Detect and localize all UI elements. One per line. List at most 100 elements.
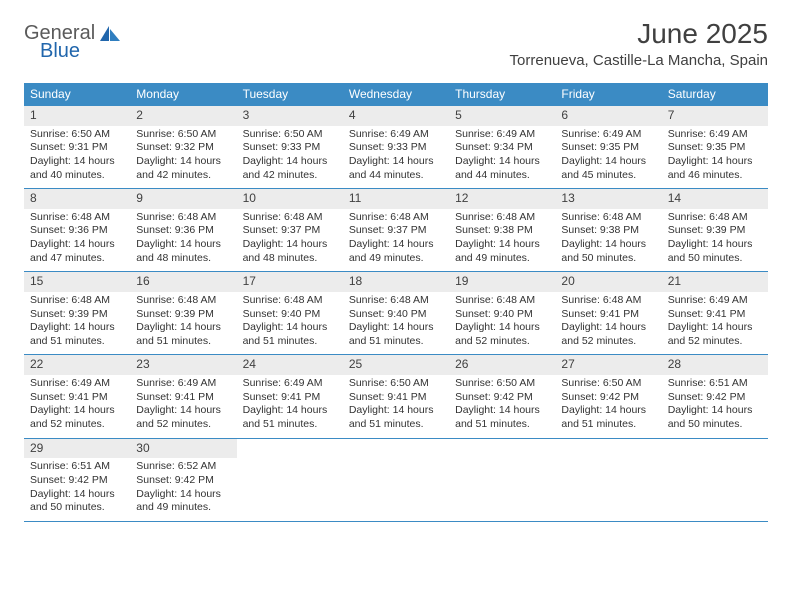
day-body: Sunrise: 6:50 AMSunset: 9:42 PMDaylight:… <box>449 375 555 438</box>
day-number: 23 <box>130 355 236 375</box>
day-line-d2: and 52 minutes. <box>136 418 230 432</box>
day-body: Sunrise: 6:49 AMSunset: 9:33 PMDaylight:… <box>343 126 449 189</box>
day-number: 17 <box>237 272 343 292</box>
day-cell: 4Sunrise: 6:49 AMSunset: 9:33 PMDaylight… <box>343 106 449 189</box>
day-cell: 28Sunrise: 6:51 AMSunset: 9:42 PMDayligh… <box>662 355 768 438</box>
day-body: Sunrise: 6:48 AMSunset: 9:41 PMDaylight:… <box>555 292 661 355</box>
dow-sun: Sunday <box>24 83 130 106</box>
day-cell <box>343 438 449 521</box>
day-line-sr: Sunrise: 6:49 AM <box>561 128 655 142</box>
day-number: 6 <box>555 106 661 126</box>
day-line-d1: Daylight: 14 hours <box>455 404 549 418</box>
week-row: 15Sunrise: 6:48 AMSunset: 9:39 PMDayligh… <box>24 272 768 355</box>
calendar-table: Sunday Monday Tuesday Wednesday Thursday… <box>24 83 768 522</box>
day-line-d1: Daylight: 14 hours <box>136 155 230 169</box>
day-cell: 5Sunrise: 6:49 AMSunset: 9:34 PMDaylight… <box>449 106 555 189</box>
day-line-sr: Sunrise: 6:50 AM <box>455 377 549 391</box>
day-line-d2: and 44 minutes. <box>349 169 443 183</box>
day-line-sr: Sunrise: 6:49 AM <box>349 128 443 142</box>
day-cell: 12Sunrise: 6:48 AMSunset: 9:38 PMDayligh… <box>449 189 555 272</box>
day-line-d2: and 50 minutes. <box>561 252 655 266</box>
day-line-d1: Daylight: 14 hours <box>136 321 230 335</box>
day-line-ss: Sunset: 9:36 PM <box>136 224 230 238</box>
day-line-d2: and 45 minutes. <box>561 169 655 183</box>
day-line-d1: Daylight: 14 hours <box>349 321 443 335</box>
day-line-sr: Sunrise: 6:48 AM <box>136 294 230 308</box>
day-line-sr: Sunrise: 6:50 AM <box>561 377 655 391</box>
day-line-d1: Daylight: 14 hours <box>668 321 762 335</box>
day-line-d2: and 46 minutes. <box>668 169 762 183</box>
day-line-sr: Sunrise: 6:49 AM <box>668 294 762 308</box>
day-number: 15 <box>24 272 130 292</box>
day-line-sr: Sunrise: 6:51 AM <box>30 460 124 474</box>
day-number: 10 <box>237 189 343 209</box>
day-body: Sunrise: 6:49 AMSunset: 9:34 PMDaylight:… <box>449 126 555 189</box>
day-number: 13 <box>555 189 661 209</box>
day-number: 9 <box>130 189 236 209</box>
day-line-sr: Sunrise: 6:48 AM <box>455 294 549 308</box>
day-line-ss: Sunset: 9:41 PM <box>561 308 655 322</box>
day-line-ss: Sunset: 9:42 PM <box>136 474 230 488</box>
day-line-ss: Sunset: 9:32 PM <box>136 141 230 155</box>
day-cell: 19Sunrise: 6:48 AMSunset: 9:40 PMDayligh… <box>449 272 555 355</box>
day-line-d2: and 51 minutes. <box>136 335 230 349</box>
day-line-d1: Daylight: 14 hours <box>136 488 230 502</box>
day-cell: 7Sunrise: 6:49 AMSunset: 9:35 PMDaylight… <box>662 106 768 189</box>
day-line-d2: and 44 minutes. <box>455 169 549 183</box>
day-line-d2: and 50 minutes. <box>668 418 762 432</box>
day-line-sr: Sunrise: 6:48 AM <box>349 294 443 308</box>
day-number: 14 <box>662 189 768 209</box>
day-cell: 21Sunrise: 6:49 AMSunset: 9:41 PMDayligh… <box>662 272 768 355</box>
day-line-d1: Daylight: 14 hours <box>243 155 337 169</box>
day-number: 30 <box>130 439 236 459</box>
day-body: Sunrise: 6:48 AMSunset: 9:37 PMDaylight:… <box>343 209 449 272</box>
day-cell: 9Sunrise: 6:48 AMSunset: 9:36 PMDaylight… <box>130 189 236 272</box>
day-line-d1: Daylight: 14 hours <box>243 404 337 418</box>
day-line-ss: Sunset: 9:35 PM <box>668 141 762 155</box>
day-line-d2: and 49 minutes. <box>455 252 549 266</box>
logo-text-blue: Blue <box>40 40 80 63</box>
day-body: Sunrise: 6:48 AMSunset: 9:39 PMDaylight:… <box>24 292 130 355</box>
day-line-ss: Sunset: 9:42 PM <box>30 474 124 488</box>
day-number: 27 <box>555 355 661 375</box>
day-cell: 25Sunrise: 6:50 AMSunset: 9:41 PMDayligh… <box>343 355 449 438</box>
day-cell: 23Sunrise: 6:49 AMSunset: 9:41 PMDayligh… <box>130 355 236 438</box>
day-line-d1: Daylight: 14 hours <box>243 238 337 252</box>
header: General Blue June 2025 Torrenueva, Casti… <box>0 0 792 73</box>
day-number: 20 <box>555 272 661 292</box>
day-line-sr: Sunrise: 6:48 AM <box>136 211 230 225</box>
day-number: 8 <box>24 189 130 209</box>
day-number: 29 <box>24 439 130 459</box>
day-line-ss: Sunset: 9:38 PM <box>455 224 549 238</box>
day-line-ss: Sunset: 9:41 PM <box>136 391 230 405</box>
day-line-sr: Sunrise: 6:48 AM <box>668 211 762 225</box>
day-body: Sunrise: 6:51 AMSunset: 9:42 PMDaylight:… <box>662 375 768 438</box>
day-number: 1 <box>24 106 130 126</box>
day-line-d2: and 51 minutes. <box>349 335 443 349</box>
day-line-d2: and 49 minutes. <box>349 252 443 266</box>
day-line-sr: Sunrise: 6:49 AM <box>455 128 549 142</box>
dow-thu: Thursday <box>449 83 555 106</box>
day-number: 18 <box>343 272 449 292</box>
day-line-sr: Sunrise: 6:48 AM <box>561 211 655 225</box>
day-cell: 6Sunrise: 6:49 AMSunset: 9:35 PMDaylight… <box>555 106 661 189</box>
day-line-ss: Sunset: 9:33 PM <box>243 141 337 155</box>
day-line-d1: Daylight: 14 hours <box>455 238 549 252</box>
day-body: Sunrise: 6:48 AMSunset: 9:40 PMDaylight:… <box>237 292 343 355</box>
day-number: 19 <box>449 272 555 292</box>
day-cell: 3Sunrise: 6:50 AMSunset: 9:33 PMDaylight… <box>237 106 343 189</box>
day-line-d2: and 51 minutes. <box>455 418 549 432</box>
week-row: 22Sunrise: 6:49 AMSunset: 9:41 PMDayligh… <box>24 355 768 438</box>
day-body: Sunrise: 6:48 AMSunset: 9:39 PMDaylight:… <box>130 292 236 355</box>
day-body: Sunrise: 6:48 AMSunset: 9:40 PMDaylight:… <box>343 292 449 355</box>
day-line-sr: Sunrise: 6:48 AM <box>455 211 549 225</box>
day-number: 26 <box>449 355 555 375</box>
day-line-d1: Daylight: 14 hours <box>243 321 337 335</box>
day-line-d2: and 48 minutes. <box>136 252 230 266</box>
day-cell: 17Sunrise: 6:48 AMSunset: 9:40 PMDayligh… <box>237 272 343 355</box>
day-line-d1: Daylight: 14 hours <box>668 238 762 252</box>
day-number: 24 <box>237 355 343 375</box>
day-line-sr: Sunrise: 6:50 AM <box>349 377 443 391</box>
day-line-d2: and 47 minutes. <box>30 252 124 266</box>
week-row: 8Sunrise: 6:48 AMSunset: 9:36 PMDaylight… <box>24 189 768 272</box>
